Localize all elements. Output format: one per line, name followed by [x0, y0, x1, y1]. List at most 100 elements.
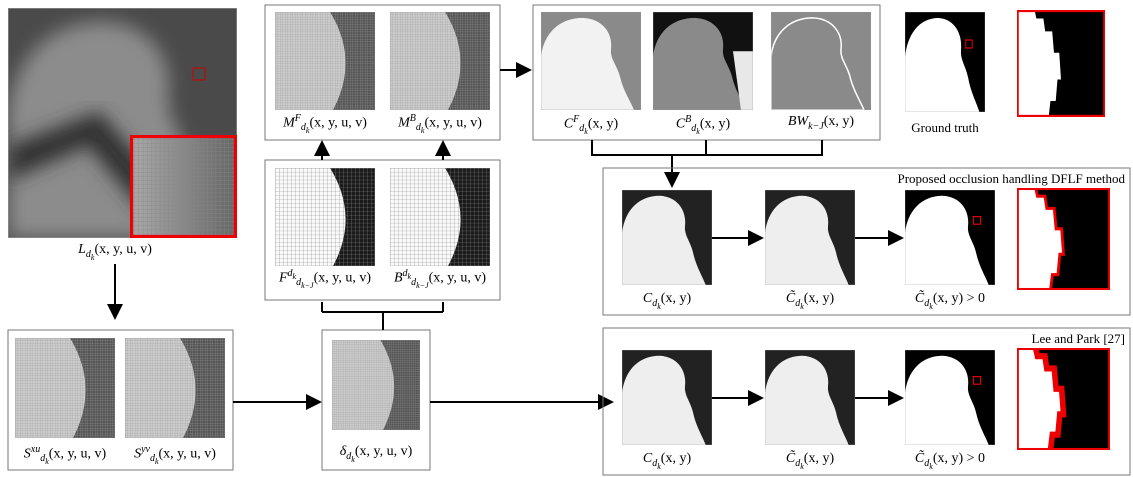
label-args: (x, y) — [588, 117, 618, 132]
label-sub: dk — [924, 458, 933, 469]
image-noise — [275, 12, 375, 110]
math-label: C̃dk(x, y) > 0 — [915, 451, 985, 471]
image-gt — [905, 12, 985, 112]
label-args: (x, y) — [661, 291, 691, 306]
label-sub: dk — [652, 298, 661, 309]
image-grid — [390, 168, 490, 266]
image-noise — [125, 338, 225, 438]
math-label: δdk(x, y, u, v) — [340, 444, 413, 464]
math-label: Ldk(x, y, u, v) — [78, 242, 152, 262]
caption: Lee and Park [27] — [1032, 331, 1126, 347]
label-main: C̃ — [786, 451, 795, 466]
label-args: (x, y) — [804, 451, 834, 466]
label-sub: dk — [691, 123, 700, 134]
image-cb — [653, 12, 753, 110]
label-main: C — [564, 117, 573, 132]
label-args: (x, y) — [661, 451, 691, 466]
label-main: C̃ — [915, 451, 924, 466]
label-args: (x, y) > 0 — [933, 451, 985, 466]
image-conf — [765, 350, 855, 445]
caption: Proposed occlusion handling DFLF method — [898, 171, 1126, 187]
diagram — [0, 0, 1133, 477]
image-noise — [332, 340, 420, 430]
grid-overlay — [275, 12, 375, 110]
label-args: (x, y, u, v) — [429, 271, 486, 286]
label-main: M — [283, 116, 295, 131]
label-args: (x, y, u, v) — [424, 116, 481, 131]
label-main: C̃ — [915, 291, 924, 306]
label-args: (x, y, u, v) — [309, 116, 366, 131]
label-subsub: k−J — [301, 281, 314, 290]
image-noise — [15, 338, 115, 438]
label-args: (x, y, u, v) — [355, 444, 412, 459]
grid-overlay — [125, 338, 225, 438]
math-label: Bdkdk−J(x, y, u, v) — [394, 268, 486, 290]
math-label: MFdk(x, y, u, v) — [283, 113, 367, 135]
grid-overlay — [332, 340, 420, 430]
label-main: L — [78, 242, 86, 257]
math-label: C̃dk(x, y) — [786, 291, 834, 311]
image-conf — [622, 350, 712, 445]
grid-overlay — [275, 168, 375, 266]
label-sub: dk — [346, 451, 355, 462]
zoom-view — [1017, 188, 1110, 290]
label-args: (x, y, u, v) — [314, 271, 371, 286]
math-label: Sxudk(x, y, u, v) — [24, 444, 106, 466]
image-noise — [390, 12, 490, 110]
label-sup: F — [295, 113, 301, 124]
math-label: BWk−J(x, y) — [788, 114, 854, 132]
label-main: C — [676, 117, 685, 132]
math-label: C̃dk(x, y) > 0 — [915, 291, 985, 311]
label-args: (x, y, u, v) — [49, 447, 106, 462]
label-main: C — [643, 451, 652, 466]
image-bw — [771, 12, 871, 110]
label-main: C — [643, 291, 652, 306]
label-main: B — [394, 271, 403, 286]
caption: Ground truth — [911, 120, 979, 136]
math-label: CBdk(x, y) — [676, 114, 730, 136]
math-label: Cdk(x, y) — [643, 451, 691, 471]
zoom-view — [1017, 10, 1105, 117]
zoom-view — [1017, 348, 1110, 450]
label-sub: k−J — [808, 121, 824, 132]
image-gt — [905, 350, 995, 445]
inset-grid — [130, 135, 237, 238]
math-label: CFdk(x, y) — [564, 114, 618, 136]
grid-overlay — [15, 338, 115, 438]
math-label: MBdk(x, y, u, v) — [398, 113, 482, 135]
label-main: F — [279, 271, 288, 286]
label-sub: dk — [40, 453, 49, 464]
label-main: S — [134, 447, 141, 462]
image-conf — [765, 190, 855, 285]
label-main: M — [398, 116, 410, 131]
label-main: S — [24, 447, 31, 462]
label-sub: dk — [652, 458, 661, 469]
grid-overlay — [390, 12, 490, 110]
math-label: Cdk(x, y) — [643, 291, 691, 311]
label-sub: dk — [579, 123, 588, 134]
label-main: BW — [788, 114, 808, 129]
label-sub: dk−J — [296, 277, 314, 288]
label-sub: dk — [924, 298, 933, 309]
label-args: (x, y) — [804, 291, 834, 306]
label-sup: dk — [288, 268, 297, 279]
figure: Ldk(x, y, u, v)Sxudk(x, y, u, v)Syvdk(x,… — [0, 0, 1133, 477]
label-args: (x, y) — [700, 117, 730, 132]
photo-inset — [130, 135, 237, 238]
image-gt — [905, 190, 995, 285]
label-sub: dk — [795, 458, 804, 469]
label-args: (x, y, u, v) — [159, 447, 216, 462]
math-label: Syvdk(x, y, u, v) — [134, 444, 216, 466]
label-args: (x, y) — [824, 114, 854, 129]
label-main: δ — [340, 444, 347, 459]
image-cf — [541, 12, 641, 110]
label-sup: B — [410, 113, 416, 124]
label-sup: dk — [403, 268, 412, 279]
label-sub: dk — [795, 298, 804, 309]
label-sup: yv — [141, 444, 150, 455]
math-label: Fdkdk−J(x, y, u, v) — [279, 268, 371, 290]
grid-overlay — [390, 168, 490, 266]
label-subsub: k−J — [416, 281, 429, 290]
image-conf — [622, 190, 712, 285]
label-args: (x, y, u, v) — [94, 242, 151, 257]
